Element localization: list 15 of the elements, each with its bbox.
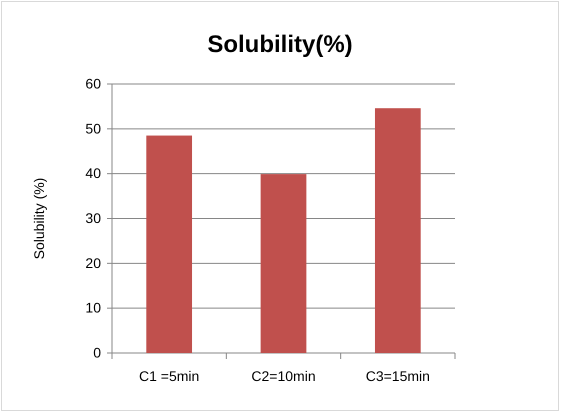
x-tick-label: C2=10min: [251, 368, 316, 384]
y-axis-title: Solubility (%): [31, 178, 47, 260]
bar: [146, 136, 192, 353]
bar: [374, 108, 421, 353]
y-tick-label: 0: [93, 344, 102, 360]
y-tick-label: 20: [85, 254, 102, 271]
y-tick-label: 60: [85, 75, 102, 92]
y-tick-label: 30: [85, 210, 102, 226]
chart-title: Solubility(%): [207, 31, 353, 58]
y-tick-label: 10: [85, 300, 102, 316]
bar: [260, 174, 306, 353]
x-tick-label: C1 =5min: [139, 368, 200, 384]
y-tick-label: 40: [85, 165, 102, 182]
x-tick-label: C3=15min: [366, 368, 430, 384]
y-tick-label: 50: [85, 120, 102, 136]
